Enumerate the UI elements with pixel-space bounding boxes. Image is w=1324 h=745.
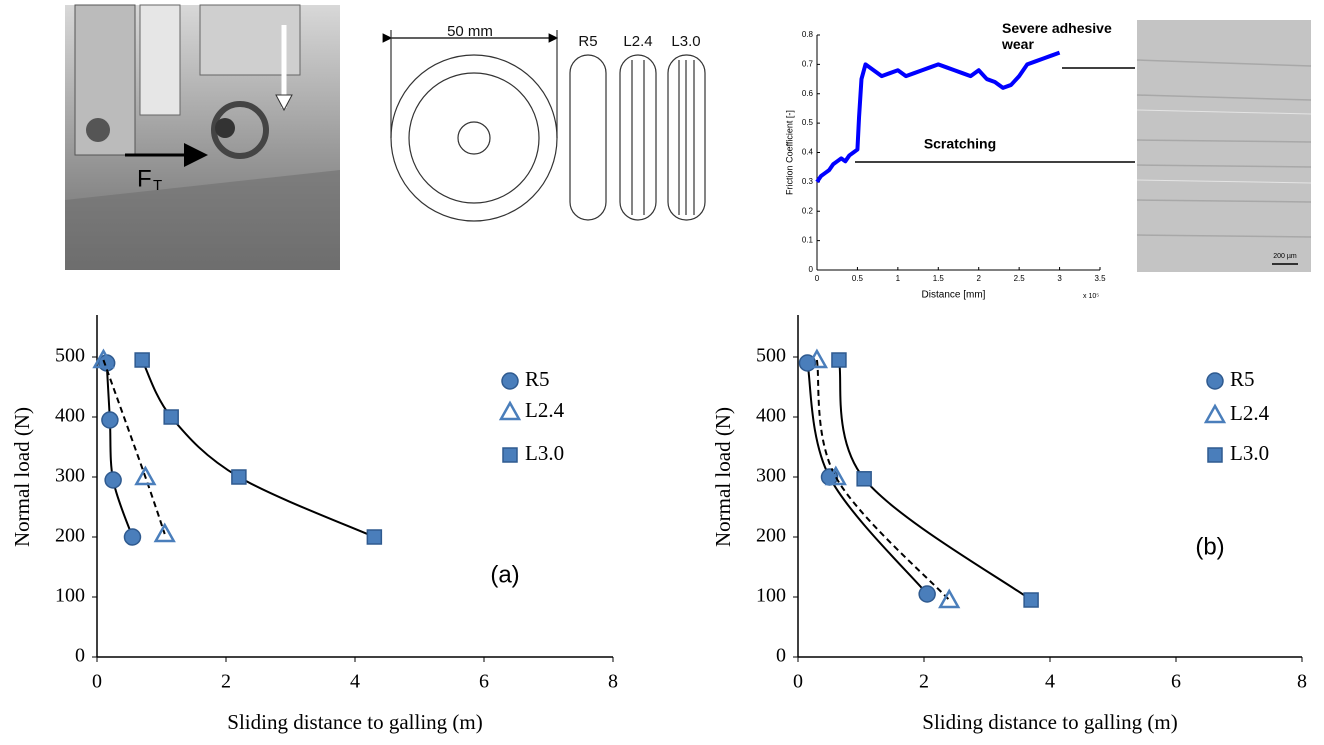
legend-label: R5 <box>1230 367 1255 391</box>
y-tick-label: 0 <box>776 645 786 667</box>
x-tick-label: 4 <box>350 671 360 693</box>
marker-triangle <box>92 348 115 369</box>
x-tick-label: 2 <box>919 671 929 693</box>
y-tick-label: 500 <box>756 345 786 367</box>
x-tick-label: 6 <box>479 671 489 693</box>
x-tick-label: 6 <box>1171 671 1181 693</box>
y-tick-label: 0.5 <box>802 118 814 127</box>
x-tick-label: 0.5 <box>852 274 864 283</box>
y-tick-label: 0.6 <box>802 89 814 98</box>
y-tick-label: 0.8 <box>802 30 814 39</box>
x-tick-label: 3.5 <box>1094 274 1106 283</box>
legend-marker <box>1207 447 1223 463</box>
profile-label: L3.0 <box>671 33 700 50</box>
legend-label: L2.4 <box>1230 401 1270 425</box>
profile-label: R5 <box>578 33 597 50</box>
y-tick-label: 0.4 <box>802 148 814 157</box>
y-tick-label: 200 <box>756 525 786 547</box>
y-tick-label: 200 <box>55 525 85 547</box>
friction-line <box>815 50 1061 184</box>
photo: F T <box>65 4 340 270</box>
y-tick-label: 0 <box>75 645 85 667</box>
marker-square <box>831 352 847 368</box>
y-tick-label: 100 <box>55 585 85 607</box>
marker-circle <box>918 585 936 603</box>
marker-square <box>163 409 179 425</box>
y-axis-label: Normal load (N) <box>10 407 34 547</box>
y-tick-label: 0.2 <box>802 206 814 215</box>
panel-label: (a) <box>490 561 519 588</box>
y-tick-label: 400 <box>756 405 786 427</box>
x-tick-label: 4 <box>1045 671 1055 693</box>
y-tick-label: 500 <box>55 345 85 367</box>
legend-label: R5 <box>525 367 550 391</box>
legend-marker <box>498 400 522 421</box>
annotation: Severe adhesive wear <box>1002 20 1112 52</box>
force-subscript: T <box>153 177 162 194</box>
x-tick-label: 3 <box>1057 274 1062 283</box>
annotation: Scratching <box>924 136 996 152</box>
x-axis-label: Sliding distance to galling (m) <box>922 710 1177 734</box>
panel-label: (b) <box>1195 533 1224 560</box>
legend-label: L2.4 <box>525 398 565 422</box>
marker-triangle <box>153 522 176 543</box>
fit-curve <box>815 359 950 601</box>
x-tick-label: 2 <box>976 274 981 283</box>
schematic <box>382 30 706 222</box>
diameter-label: 50 mm <box>447 23 493 40</box>
micrograph: 200 µm <box>1136 20 1312 272</box>
y-tick-label: 400 <box>55 405 85 427</box>
y-tick-label: 0.3 <box>802 177 814 186</box>
y-axis-label: Normal load (N) <box>711 407 735 547</box>
profile-label: L2.4 <box>623 33 652 50</box>
fit-curve <box>102 359 166 535</box>
y-axis-label: Friction Coefficient [-] <box>784 110 794 195</box>
scale-label: 200 µm <box>1273 253 1297 260</box>
legend-label: L3.0 <box>1230 441 1269 465</box>
x-tick-label: 2.5 <box>1014 274 1026 283</box>
y-tick-label: 0.7 <box>802 59 814 68</box>
y-tick-label: 100 <box>756 585 786 607</box>
legend-marker <box>501 372 519 390</box>
x-tick-label: 0 <box>815 274 820 283</box>
y-tick-label: 0 <box>809 265 814 274</box>
marker-square <box>1023 592 1039 608</box>
fit-curve <box>105 362 134 538</box>
marker-square <box>366 529 383 545</box>
y-tick-label: 0.1 <box>802 236 814 245</box>
marker-triangle <box>134 465 157 486</box>
marker-triangle <box>824 465 847 486</box>
marker-circle <box>101 411 119 429</box>
legend-label: L3.0 <box>525 441 564 465</box>
marker-square <box>134 352 150 368</box>
x-axis-label: Sliding distance to galling (m) <box>227 710 482 734</box>
legend-marker <box>1206 372 1224 390</box>
legend-marker <box>1203 403 1227 424</box>
x-tick-label: 0 <box>793 671 803 693</box>
x-tick-label: 8 <box>1297 671 1307 693</box>
marker-square <box>856 471 872 487</box>
y-tick-label: 300 <box>756 465 786 487</box>
x-tick-label: 1 <box>896 274 901 283</box>
x-multiplier: x 10⁵ <box>1083 293 1099 300</box>
x-axis-label: Distance [mm] <box>922 290 986 301</box>
legend-marker <box>502 447 518 463</box>
force-label: F <box>137 165 152 192</box>
marker-circle <box>123 528 142 546</box>
x-tick-label: 0 <box>92 671 102 693</box>
fit-curve <box>141 359 375 538</box>
y-tick-label: 300 <box>55 465 85 487</box>
marker-circle <box>104 471 122 489</box>
marker-square <box>231 469 247 485</box>
x-tick-label: 2 <box>221 671 231 693</box>
marker-triangle <box>805 348 829 369</box>
marker-triangle <box>938 588 961 609</box>
x-tick-label: 1.5 <box>933 274 945 283</box>
x-tick-label: 8 <box>608 671 618 693</box>
